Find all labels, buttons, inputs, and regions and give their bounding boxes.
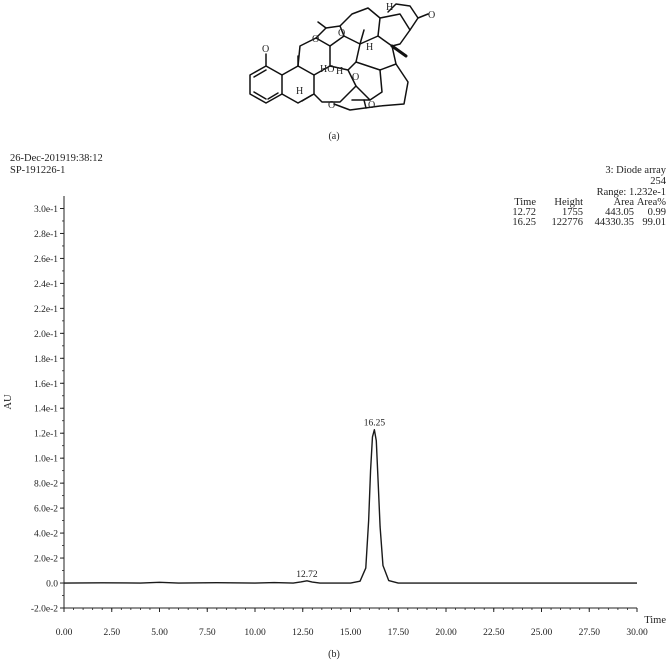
chart-axes: [63, 196, 637, 609]
atom-label: H: [366, 42, 373, 53]
detector-label: 3: Diode array: [605, 165, 666, 176]
run-date: 26-Dec-201919:38:12: [10, 153, 103, 164]
peak-table-header: Time: [514, 197, 536, 208]
y-tick-label: 2.2e-1: [34, 305, 58, 315]
y-tick-label: 2.0e-1: [34, 330, 58, 340]
chart-plot: 12.72 16.25: [63, 419, 637, 584]
atom-label: O: [262, 44, 269, 55]
peak-table-cell: 12.72: [512, 207, 536, 218]
y-tick-label: 6.0e-2: [34, 505, 58, 515]
peak-table: Time Height Area Area% 12.72 1755 443.05…: [512, 197, 666, 228]
y-tick-label: 2.8e-1: [34, 230, 58, 240]
y-tick-label: 1.0e-1: [34, 455, 58, 465]
sample-id: SP-191226-1: [10, 165, 65, 176]
atom-label: H: [336, 66, 343, 77]
atom-label: O: [312, 34, 319, 45]
x-axis-label: Time: [644, 615, 666, 626]
atom-label: H: [296, 86, 303, 97]
range-label: Range: 1.232e-1: [597, 187, 666, 198]
y-tick-label: 1.2e-1: [34, 430, 58, 440]
peak-table-header: Area: [614, 197, 635, 208]
atom-label: O: [368, 100, 375, 111]
peak-table-cell: 443.05: [605, 207, 634, 218]
y-tick-label: 4.0e-2: [34, 530, 58, 540]
atom-label: O: [328, 100, 335, 111]
peak-table-cell: 16.25: [512, 217, 536, 228]
x-tick-label: 30.00: [626, 628, 648, 638]
peak-table-header: Area%: [637, 197, 666, 208]
x-tick-label: 15.00: [340, 628, 362, 638]
x-tick-label: 22.50: [483, 628, 505, 638]
x-tick-label: 20.00: [435, 628, 457, 638]
x-tick-label: 10.00: [244, 628, 266, 638]
atom-label: O: [338, 28, 345, 39]
peak-table-header: Height: [554, 197, 583, 208]
atom-label: O: [352, 72, 359, 83]
peak-label: 16.25: [364, 419, 386, 429]
molecule-labels: O O O O O O O H H H H HO: [262, 2, 435, 111]
wavelength-label: 254: [650, 176, 667, 187]
peak-table-cell: 44330.35: [595, 217, 634, 228]
y-tick-label: 8.0e-2: [34, 480, 58, 490]
atom-label: H: [386, 2, 393, 13]
y-tick-label: 0.0: [46, 580, 58, 590]
y-tick-label: 2.6e-1: [34, 255, 58, 265]
peak-table-cell: 99.01: [642, 217, 666, 228]
y-axis-label: AU: [3, 394, 14, 410]
chromatogram-trace: [63, 429, 637, 584]
y-tick-label: 2.4e-1: [34, 280, 58, 290]
y-tick-label: 1.8e-1: [34, 355, 58, 365]
atom-label: O: [428, 10, 435, 21]
caption-a: (a): [328, 131, 339, 142]
caption-b: (b): [328, 649, 340, 660]
molecule-structure: [249, 3, 429, 111]
atom-label: HO: [320, 64, 334, 75]
peak-label: 12.72: [296, 570, 318, 580]
chart-ticks: -2.0e-2 0.0 2.0e-2 4.0e-2 6.0e-2 8.0e-2 1.0e-1…: [31, 205, 648, 638]
x-tick-label: 5.00: [151, 628, 168, 638]
peak-table-cell: 0.99: [648, 207, 666, 218]
y-tick-label: 3.0e-1: [34, 205, 58, 215]
peak-table-cell: 122776: [552, 217, 584, 228]
y-tick-label: 1.6e-1: [34, 380, 58, 390]
x-tick-label: 25.00: [531, 628, 553, 638]
peak-table-cell: 1755: [562, 207, 583, 218]
y-tick-label: 2.0e-2: [34, 555, 58, 565]
x-tick-label: 7.50: [199, 628, 216, 638]
x-tick-label: 17.50: [388, 628, 410, 638]
x-tick-label: 12.50: [292, 628, 314, 638]
y-tick-label: 1.4e-1: [34, 405, 58, 415]
y-tick-label: -2.0e-2: [31, 605, 58, 615]
x-tick-label: 0.00: [56, 628, 73, 638]
x-tick-label: 27.50: [579, 628, 601, 638]
x-tick-label: 2.50: [103, 628, 120, 638]
